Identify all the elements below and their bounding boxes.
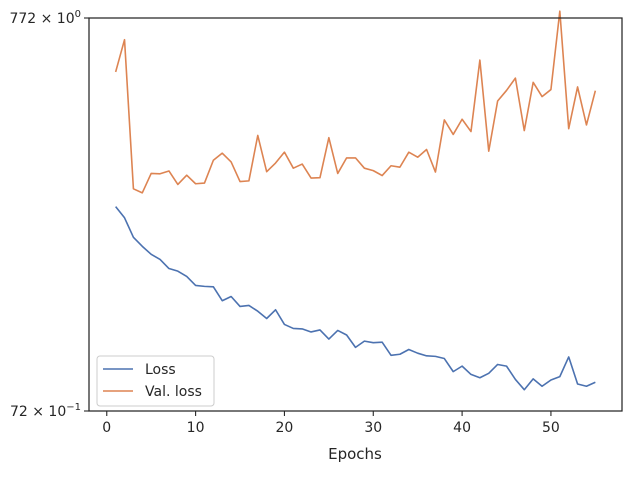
- x-tick-label: 50: [542, 420, 560, 436]
- legend-label-val-loss: Val. loss: [145, 384, 202, 400]
- y-tick-label: 72 × 10−1: [10, 402, 81, 420]
- series-line-loss: [115, 206, 596, 391]
- x-tick-label: 10: [187, 420, 205, 436]
- legend: Loss Val. loss: [96, 355, 215, 407]
- y-ticks: 72 × 10−1 772 × 100: [9, 9, 89, 420]
- x-tick-label: 0: [102, 420, 111, 436]
- plot-area: [89, 18, 622, 411]
- legend-label-loss: Loss: [145, 362, 176, 378]
- series-line-val-loss: [114, 10, 597, 194]
- x-tick-label: 40: [453, 420, 471, 436]
- x-tick-label: 20: [276, 420, 294, 436]
- x-tick-label: 30: [364, 420, 382, 436]
- y-tick-label: 772 × 100: [9, 9, 81, 27]
- x-axis-label: Epochs: [328, 445, 382, 463]
- series-layer: [114, 10, 597, 391]
- plot-frame: [88, 17, 623, 412]
- x-ticks: 0 10 20 30 40 50: [102, 411, 560, 436]
